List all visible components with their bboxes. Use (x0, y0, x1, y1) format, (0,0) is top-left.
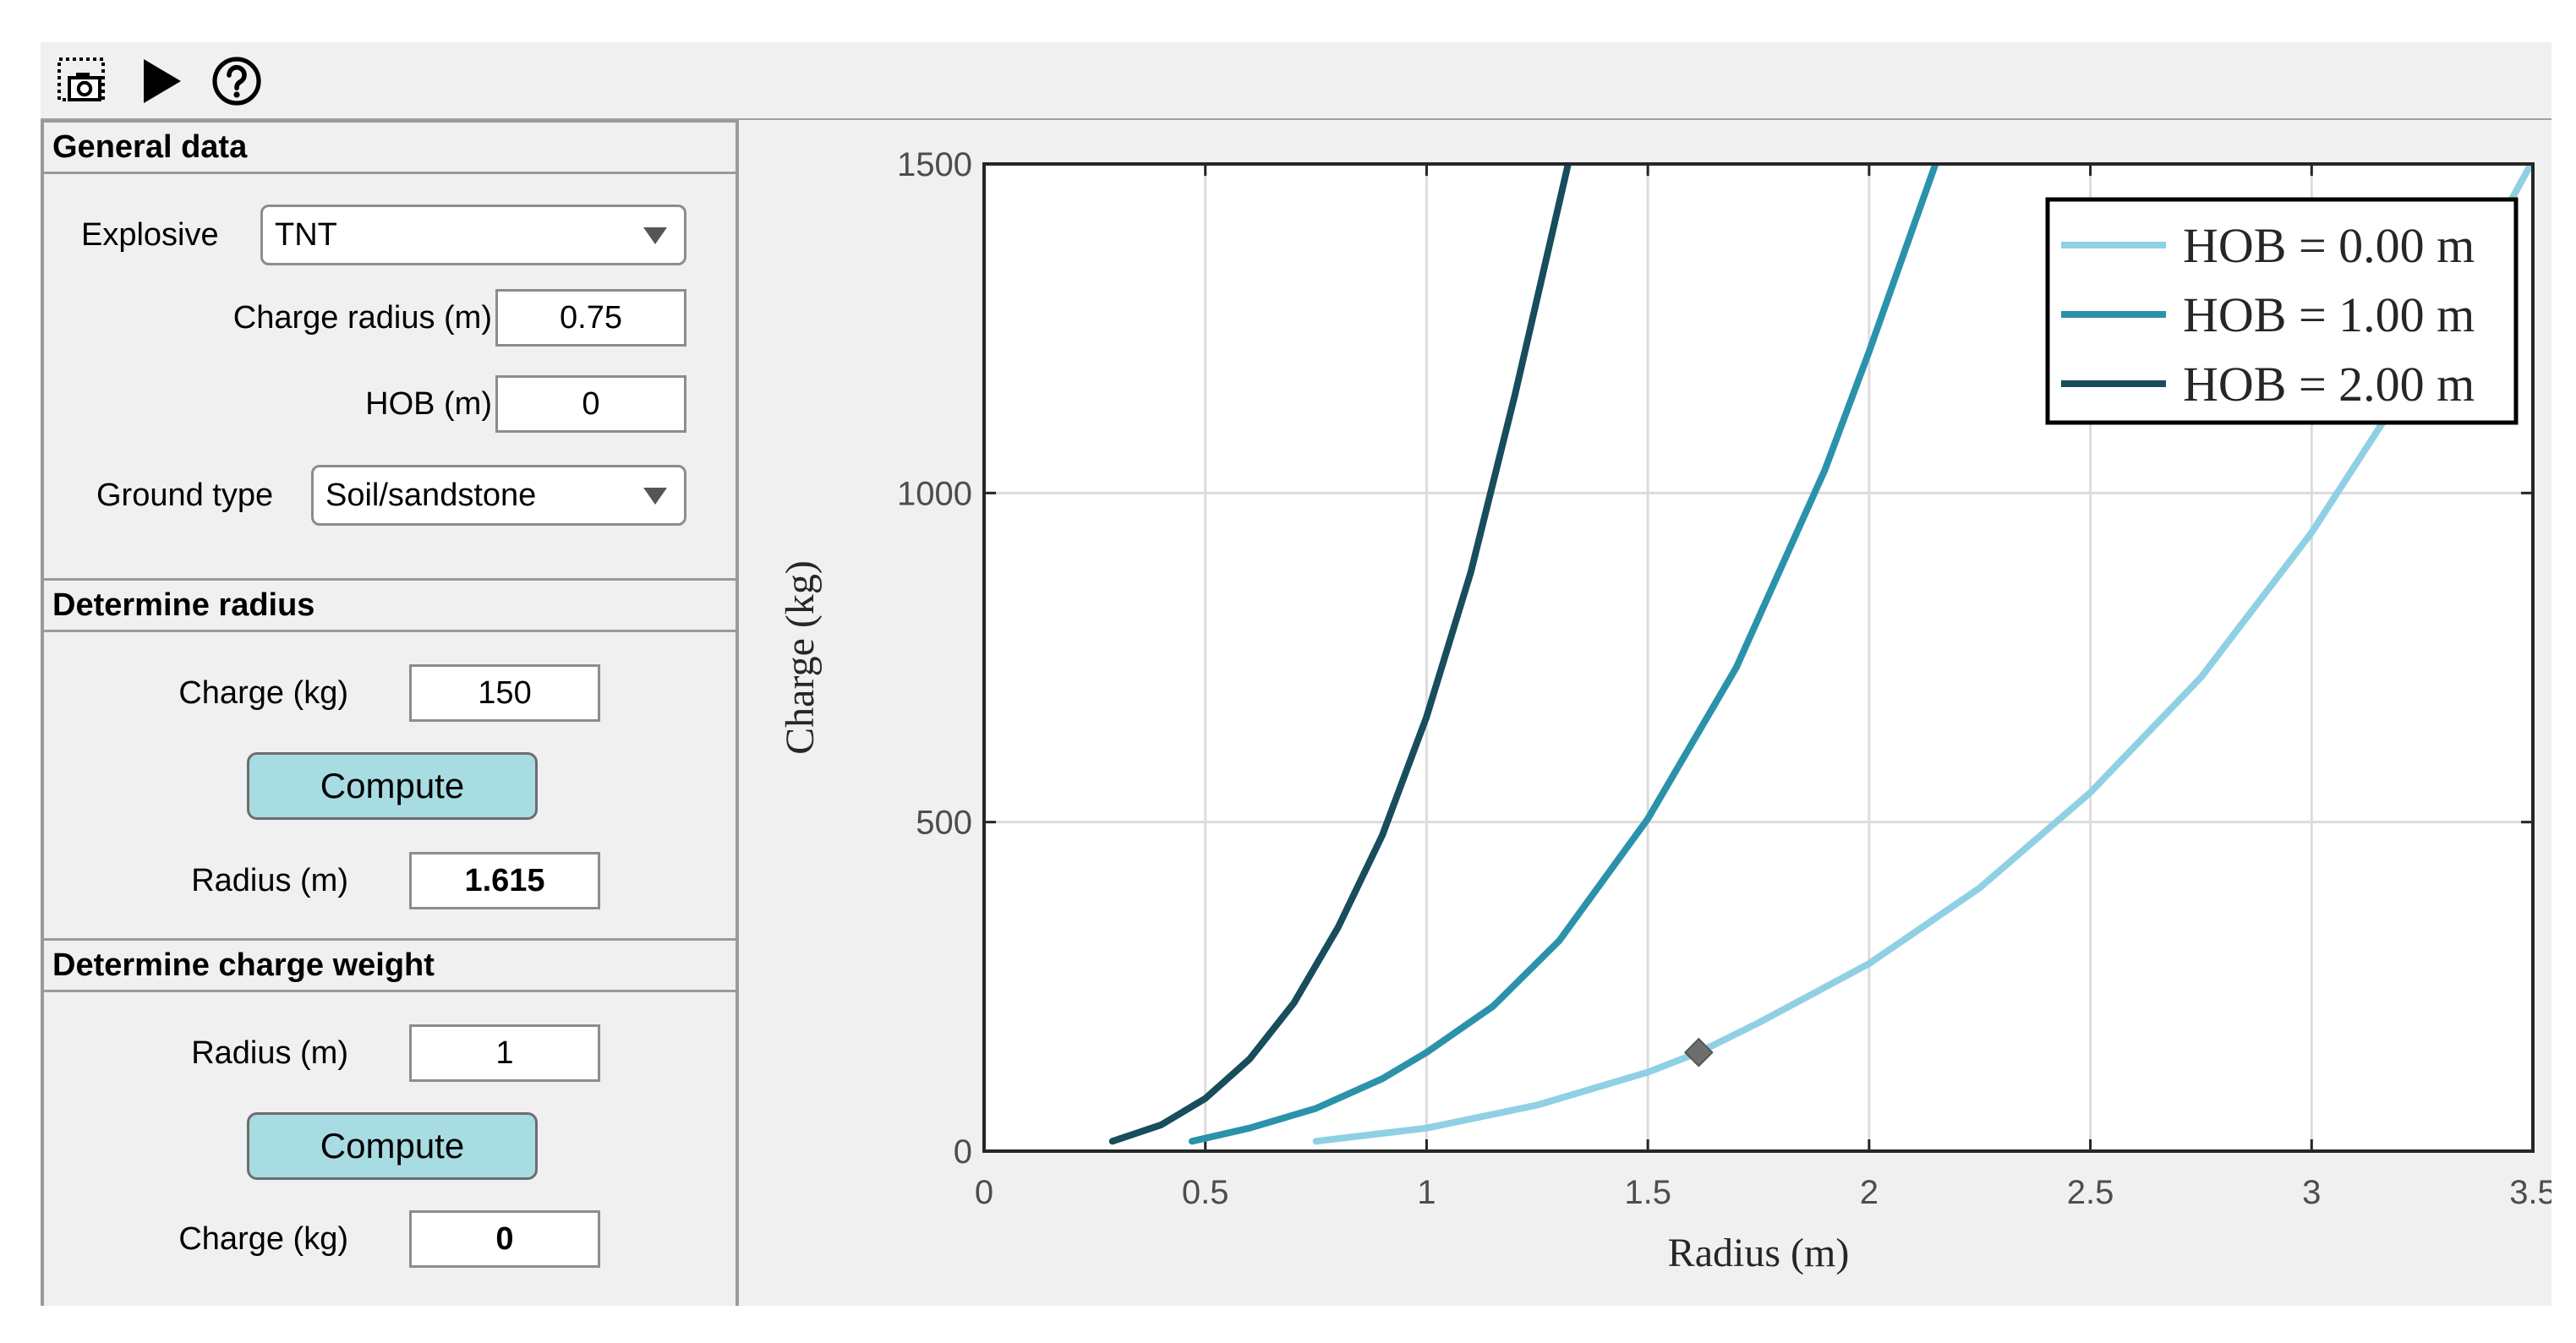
series-line-0 (1312, 164, 2533, 1145)
x-tick-label: 2.5 (2067, 1174, 2114, 1211)
series-line-2 (1108, 164, 1572, 1145)
charge-result-label: Charge (kg) (178, 1221, 348, 1257)
x-tick-label: 0 (975, 1174, 993, 1211)
charge-radius-label: Charge radius (m) (232, 300, 492, 336)
legend-label: HOB = 2.00 m (2183, 357, 2475, 412)
determine-radius-header: Determine radius (44, 578, 736, 632)
explosive-label: Explosive (81, 217, 219, 253)
radius-input-label: Radius (m) (191, 1035, 348, 1071)
explosive-value: TNT (275, 217, 337, 253)
toolbar (41, 42, 2551, 120)
data-marker (1683, 1037, 1714, 1067)
general-data-header: General data (44, 120, 736, 174)
hob-field[interactable]: 0 (495, 375, 686, 433)
ground-type-value: Soil/sandstone (325, 478, 537, 513)
explosive-dropdown[interactable]: TNT (260, 205, 686, 265)
charge-result-field: 0 (409, 1210, 600, 1268)
x-tick-label: 3 (2302, 1174, 2321, 1211)
series-line-1 (1189, 164, 1939, 1145)
play-icon[interactable] (134, 54, 188, 108)
y-tick-label: 1000 (897, 475, 972, 512)
radius-result-label: Radius (m) (191, 863, 348, 898)
plot-area: 0 0.5 1 1.5 2 2.5 3 3.5 0 500 1000 1500 HOB = 0.00 m… (739, 120, 2551, 1306)
x-tick-label: 0.5 (1182, 1174, 1229, 1211)
legend-label: HOB = 1.00 m (2183, 287, 2475, 342)
charge-radius-field[interactable]: 0.75 (495, 289, 686, 347)
help-icon[interactable] (210, 54, 264, 108)
y-tick-label: 0 (954, 1133, 972, 1171)
legend-label: HOB = 0.00 m (2183, 218, 2475, 273)
x-tick-label: 2 (1860, 1174, 1879, 1211)
x-tick-label: 1.5 (1624, 1174, 1671, 1211)
determine-charge-weight-header: Determine charge weight (44, 938, 736, 992)
hob-label: HOB (m) (365, 386, 492, 422)
x-axis-label: Radius (m) (1668, 1231, 1850, 1275)
y-axis-label: Charge (kg) (778, 560, 823, 755)
charge-kg-label: Charge (kg) (178, 675, 348, 711)
chevron-down-icon (643, 488, 667, 505)
compute-charge-button[interactable]: Compute (247, 1112, 538, 1180)
radius-result-field: 1.615 (409, 852, 600, 909)
y-tick-label: 500 (916, 805, 972, 842)
chevron-down-icon (643, 227, 667, 244)
chart[interactable]: 0 0.5 1 1.5 2 2.5 3 3.5 0 500 1000 1500 HOB = 0.00 m… (739, 120, 2551, 1306)
ground-type-label: Ground type (96, 478, 274, 513)
ground-type-dropdown[interactable]: Soil/sandstone (311, 465, 686, 526)
y-tick-label: 1500 (897, 146, 972, 183)
app-window: General data Explosive TNT Charge radius… (41, 42, 2551, 1306)
control-panel: General data Explosive TNT Charge radius… (41, 120, 739, 1306)
x-tick-label: 3.5 (2509, 1174, 2551, 1211)
axes-box (982, 162, 2535, 1153)
compute-radius-button[interactable]: Compute (247, 752, 538, 820)
x-tick-label: 1 (1417, 1174, 1436, 1211)
screenshot-icon[interactable] (56, 54, 110, 108)
radius-input-field[interactable]: 1 (409, 1024, 600, 1082)
charge-kg-field[interactable]: 150 (409, 664, 600, 722)
